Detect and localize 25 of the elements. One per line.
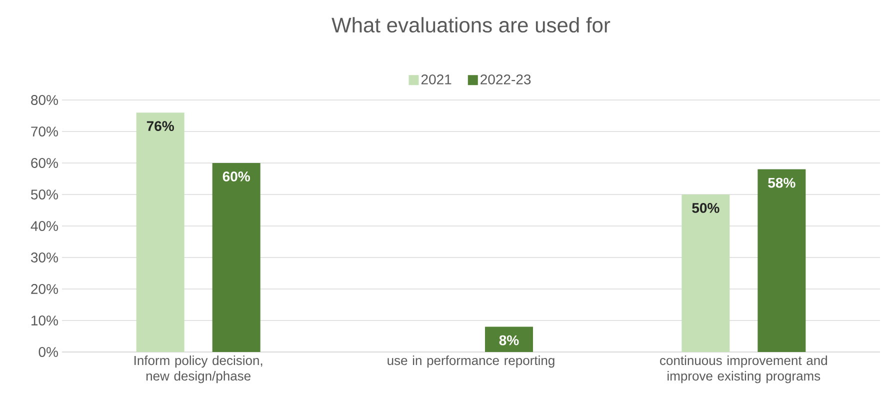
- y-tick-label: 30%: [30, 252, 58, 262]
- bar: [485, 326, 534, 352]
- bar: [682, 194, 730, 352]
- y-tick-label: 10%: [32, 316, 58, 326]
- data-label: 50%: [692, 203, 720, 213]
- y-tick-label: 0%: [38, 347, 58, 357]
- legend-label: 2022-23: [480, 74, 531, 84]
- bar: [758, 169, 806, 352]
- y-tick-label: 50%: [31, 190, 58, 200]
- data-label: 60%: [222, 172, 250, 182]
- x-tick-label: Inform policy decision, new design/phase: [134, 356, 262, 384]
- data-label: 8%: [499, 335, 519, 346]
- y-tick-label: 60%: [31, 158, 58, 168]
- data-label: 58%: [768, 178, 796, 188]
- chart-title: What evaluations are used for: [332, 17, 610, 33]
- bar: [136, 112, 184, 352]
- y-tick-label: 40%: [30, 221, 58, 231]
- x-tick-label: use in performance reporting: [388, 356, 554, 368]
- bar: [212, 163, 260, 352]
- y-tick-label: 80%: [31, 95, 58, 105]
- legend-label: 2021: [421, 74, 452, 84]
- x-tick-label: continuous improvement and improve existing programs: [660, 356, 827, 384]
- data-label: 76%: [146, 121, 174, 132]
- y-tick-label: 70%: [31, 126, 58, 136]
- y-tick-label: 20%: [31, 284, 58, 294]
